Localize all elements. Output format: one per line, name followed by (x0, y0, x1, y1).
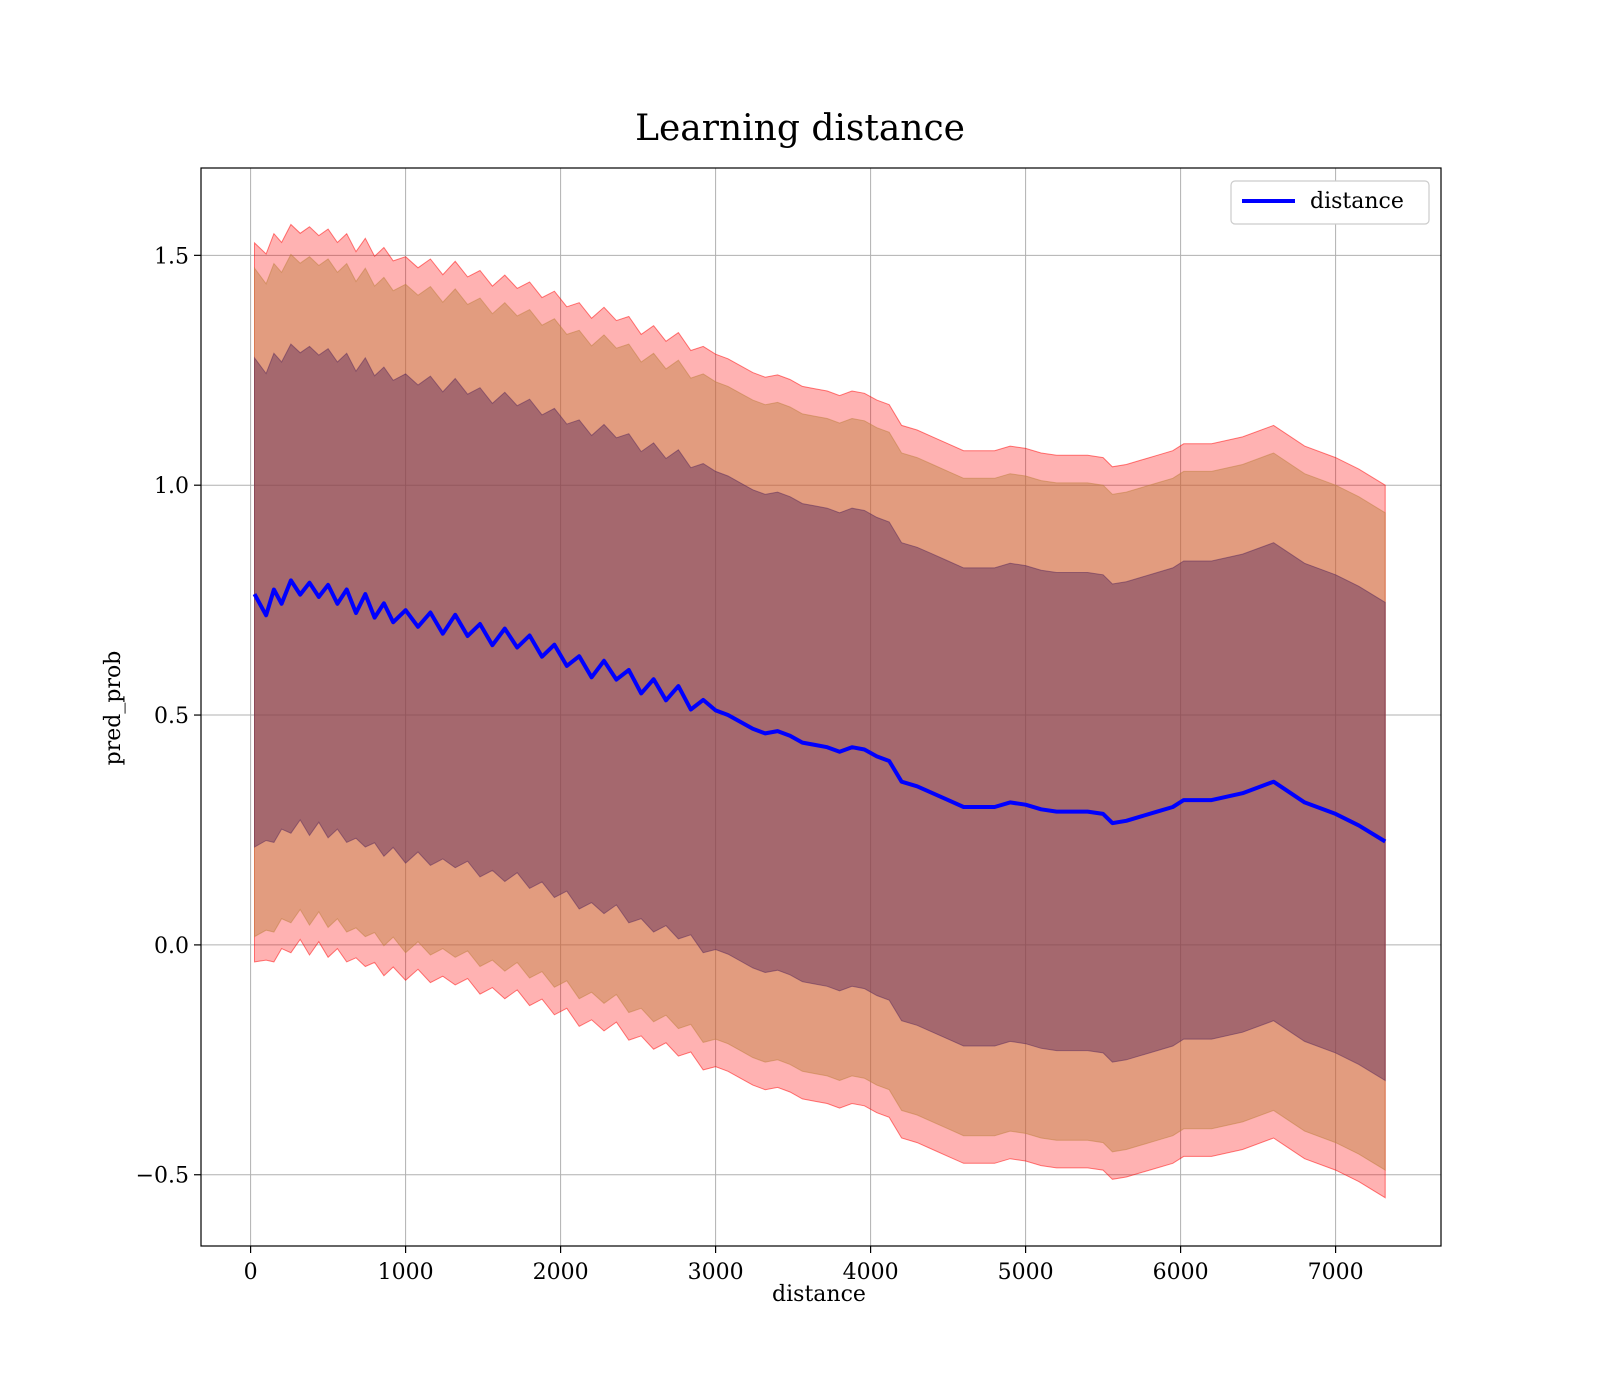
y-axis-label: pred_prob (101, 651, 126, 766)
x-tick-label: 0 (244, 1260, 258, 1285)
legend-label-distance: distance (1310, 189, 1404, 214)
confidence-band-1 (254, 223, 1386, 1199)
x-tick-label: 6000 (1153, 1260, 1209, 1285)
x-axis-label: distance (772, 1282, 866, 1307)
chart-title: Learning distance (635, 108, 965, 149)
plot-frame (200, 167, 1442, 1247)
x-tick-label: 4000 (843, 1260, 899, 1285)
confidence-band-2 (254, 253, 1386, 1171)
y-tick-label: 1.5 (154, 244, 189, 269)
x-tick-label: 7000 (1308, 1260, 1364, 1285)
y-tick-label: 0.5 (154, 704, 189, 729)
legend: distance (1230, 180, 1430, 225)
confidence-band-3 (254, 343, 1386, 1082)
y-tick-label: −0.5 (136, 1164, 189, 1189)
legend-box (1230, 180, 1430, 225)
x-tick-label: 5000 (998, 1260, 1054, 1285)
series-line-distance (252, 578, 1387, 844)
x-tick-label: 2000 (533, 1260, 589, 1285)
plot-area: 0 1000 2000 3000 4000 5000 6000 7000 −0.5 0.0 0.5 1… (136, 167, 1442, 1285)
y-tick-label: 0.0 (154, 934, 189, 959)
y-tick-label: 1.0 (154, 474, 189, 499)
x-tick-label: 3000 (688, 1260, 744, 1285)
x-tick-label: 1000 (378, 1260, 434, 1285)
